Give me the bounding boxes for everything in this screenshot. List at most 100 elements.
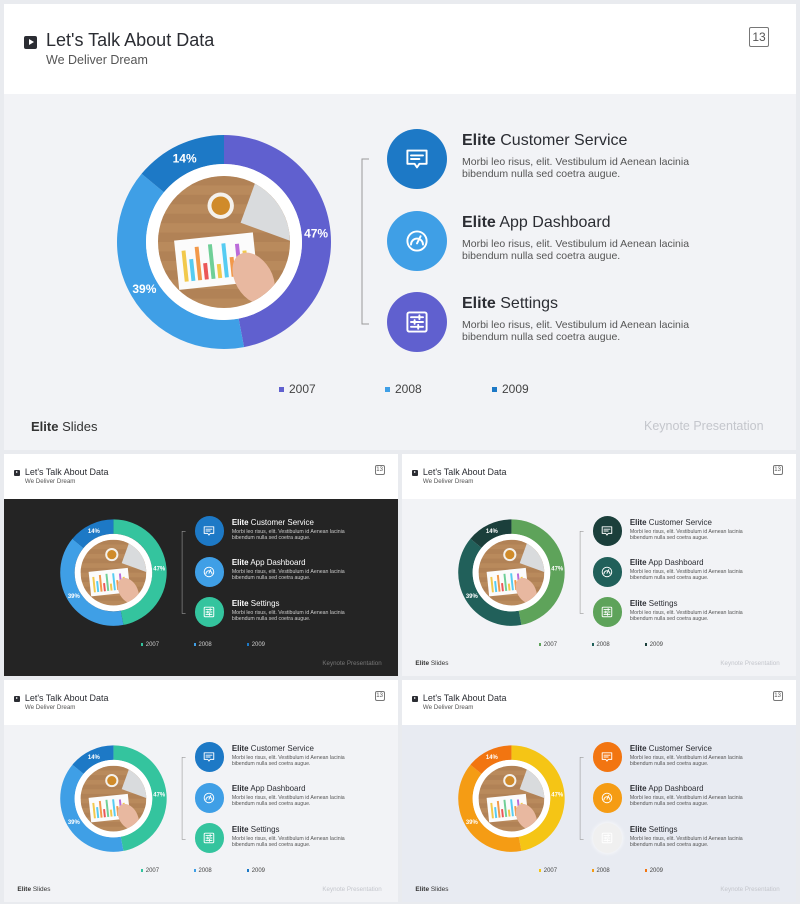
slice-label-2008: 39% (466, 594, 479, 600)
footer-caption: Keynote Presentation (720, 886, 780, 894)
legend-item-2008: 2008 (193, 868, 212, 874)
feature-icon-circle (194, 556, 225, 587)
play-icon (411, 469, 419, 477)
slice-2009 (470, 519, 512, 548)
play-icon (13, 695, 21, 703)
slice-label-2007: 47% (153, 566, 166, 572)
feature-description: Morbi leo risus, elit. Vestibulum id Aen… (629, 754, 743, 767)
legend-swatch (538, 869, 542, 872)
legend-label: 2007 (543, 868, 558, 875)
feature-icon-circle (592, 516, 623, 547)
legend-label: 2009 (251, 868, 265, 875)
feature-title-rest: Customer Service (248, 743, 314, 753)
feature-3: Elite Settings Morbi leo risus, elit. Ves… (592, 597, 782, 628)
slice-2008 (60, 538, 124, 626)
slide-blue-purple[interactable]: Let's Talk About Data We Deliver Dream 13 4… (4, 4, 796, 450)
slice-2007 (113, 745, 167, 851)
slide-body: 47% 39% 14% Elite Customer Service Morbi leo… (4, 499, 398, 676)
donut-chart: 47% 39% 14% (458, 745, 584, 852)
gauge-icon (204, 792, 215, 804)
bracket-line (361, 158, 369, 325)
legend-item-2007: 2007 (279, 382, 316, 396)
feature-title-bold: Elite (231, 558, 249, 568)
feature-description: Morbi leo risus, elit. Vestibulum id Aen… (231, 754, 345, 767)
slide-subtitle: We Deliver Dream (422, 704, 474, 712)
feature-description: Morbi leo risus, elit. Vestibulum id Aen… (231, 569, 345, 582)
slice-2009 (470, 745, 512, 774)
feature-title: Elite Customer Service (630, 744, 712, 753)
slide-subtitle: We Deliver Dream (24, 478, 76, 486)
legend-item-2008: 2008 (591, 868, 610, 874)
feature-description: Morbi leo risus, elit. Vestibulum id Aen… (629, 609, 743, 622)
feature-title-rest: App Dashboard (248, 558, 306, 568)
slice-label-2007: 47% (304, 226, 328, 240)
slide-dark-green[interactable]: Let's Talk About Data We Deliver Dream 13 4… (4, 454, 398, 676)
gauge-icon (602, 566, 613, 578)
feature-icon-circle (592, 823, 623, 854)
brand-label: Elite Slides (415, 886, 448, 893)
legend-item-2009: 2009 (492, 382, 529, 396)
legend-item-2009: 2009 (246, 868, 265, 875)
feature-title-bold: Elite (629, 824, 647, 834)
slide-number: 13 (374, 691, 385, 702)
footer-caption: Keynote Presentation (322, 886, 382, 894)
legend-label: 2008 (198, 642, 212, 649)
gauge-icon (204, 566, 215, 578)
legend-item-2007: 2007 (140, 868, 159, 874)
legend-label: 2007 (145, 642, 160, 649)
feature-icon-circle (194, 742, 225, 773)
feature-icon-circle (194, 823, 225, 854)
brand-bold: Elite (415, 886, 430, 894)
feature-title: Elite Settings (630, 599, 678, 608)
feature-icon-circle (592, 597, 623, 628)
feature-title-bold: Elite (231, 784, 249, 794)
slice-label-2008: 39% (68, 820, 81, 826)
slide-number: 13 (772, 465, 783, 476)
slice-2008 (458, 764, 522, 852)
donut-chart: 47% 39% 14% (60, 745, 186, 852)
donut-chart: 47% 39% 14% (458, 519, 584, 626)
legend-swatch (492, 387, 497, 393)
feature-title-bold: Elite (231, 743, 249, 753)
legend-item-2008: 2008 (193, 642, 212, 649)
donut-chart: 47% 39% 14% (60, 519, 186, 626)
feature-description: Morbi leo risus, elit. Vestibulum id Aen… (462, 238, 690, 262)
message-icon (204, 752, 215, 762)
feature-title: Elite Settings (232, 825, 280, 834)
feature-description: Morbi leo risus, elit. Vestibulum id Aen… (462, 319, 690, 343)
slide-title: Let's Talk About Data (422, 466, 507, 477)
sliders-icon (204, 832, 215, 844)
feature-title-bold: Elite (462, 132, 496, 149)
feature-description: Morbi leo risus, elit. Vestibulum id Aen… (231, 528, 345, 541)
slide-orange[interactable]: Let's Talk About Data We Deliver Dream 13 4… (402, 680, 796, 902)
brand-bold: Elite (31, 419, 59, 434)
play-icon (411, 695, 419, 703)
brand-bold: Elite (17, 886, 32, 894)
slice-2007 (511, 745, 565, 851)
legend-item-2007: 2007 (140, 642, 160, 649)
feature-title-bold: Elite (629, 743, 647, 753)
legend-swatch (385, 387, 390, 393)
brand-rest: Slides (429, 660, 449, 668)
legend-item-2008: 2008 (591, 642, 610, 648)
feature-1: Elite Customer Service Morbi leo risus, e… (194, 516, 384, 547)
legend-swatch (246, 643, 250, 646)
feature-title-bold: Elite (629, 558, 647, 568)
legend-swatch (140, 869, 144, 872)
feature-title: Elite Settings (630, 825, 678, 834)
play-icon (24, 36, 37, 49)
feature-title-rest: Settings (646, 598, 678, 608)
legend-swatch (193, 869, 197, 872)
brand-rest: Slides (429, 886, 449, 894)
legend-label: 2007 (543, 642, 558, 649)
feature-title: Elite App Dashboard (462, 214, 611, 232)
slide-mint[interactable]: Let's Talk About Data We Deliver Dream 13 4… (4, 680, 398, 902)
feature-title-bold: Elite (231, 598, 249, 608)
desk-photo (478, 539, 545, 606)
slide-body: 47% 39% 14% Elite Customer Service Morbi leo… (402, 499, 796, 676)
feature-title-bold: Elite (629, 598, 647, 608)
slice-label-2008: 39% (466, 820, 479, 826)
slide-forest[interactable]: Let's Talk About Data We Deliver Dream 13 4… (402, 454, 796, 676)
slice-2008 (458, 538, 522, 626)
desk-photo (158, 176, 290, 308)
